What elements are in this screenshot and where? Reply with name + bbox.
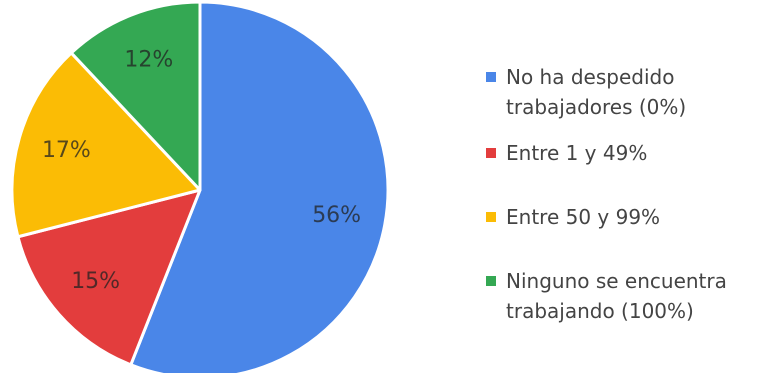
pie-chart: 56% 15% 17% 12%	[10, 0, 390, 373]
legend-label-line: Entre 50 y 99%	[506, 205, 661, 229]
slice-percent-label: 17%	[42, 138, 91, 163]
legend-swatch	[486, 276, 496, 286]
legend-label-line: Entre 1 y 49%	[506, 141, 648, 165]
legend: No ha despedido trabajadores (0%) Entre …	[484, 62, 768, 326]
legend-label-line: Ninguno se encuentra	[506, 269, 727, 293]
slice-no-ha-despedido	[129, 0, 390, 373]
legend-swatch	[486, 72, 496, 82]
legend-item-entre-50-y-99: Entre 50 y 99%	[484, 202, 768, 232]
legend-label-line: trabajando (100%)	[506, 299, 694, 323]
legend-swatch	[486, 212, 496, 222]
slice-entre-50-y-99	[10, 51, 202, 239]
legend-item-ninguno-trabajando: Ninguno se encuentra trabajando (100%)	[484, 266, 768, 326]
legend-item-entre-1-y-49: Entre 1 y 49%	[484, 138, 768, 168]
legend-label-line: trabajadores (0%)	[506, 95, 687, 119]
legend-swatch	[486, 148, 496, 158]
slice-ninguno-trabajando	[69, 0, 202, 192]
legend-label-line: No ha despedido	[506, 65, 675, 89]
slice-percent-label: 15%	[71, 269, 120, 294]
slice-percent-label: 56%	[312, 203, 361, 228]
legend-item-no-ha-despedido: No ha despedido trabajadores (0%)	[484, 62, 768, 122]
slice-entre-1-y-49	[16, 188, 202, 367]
slice-percent-label: 12%	[124, 48, 173, 73]
